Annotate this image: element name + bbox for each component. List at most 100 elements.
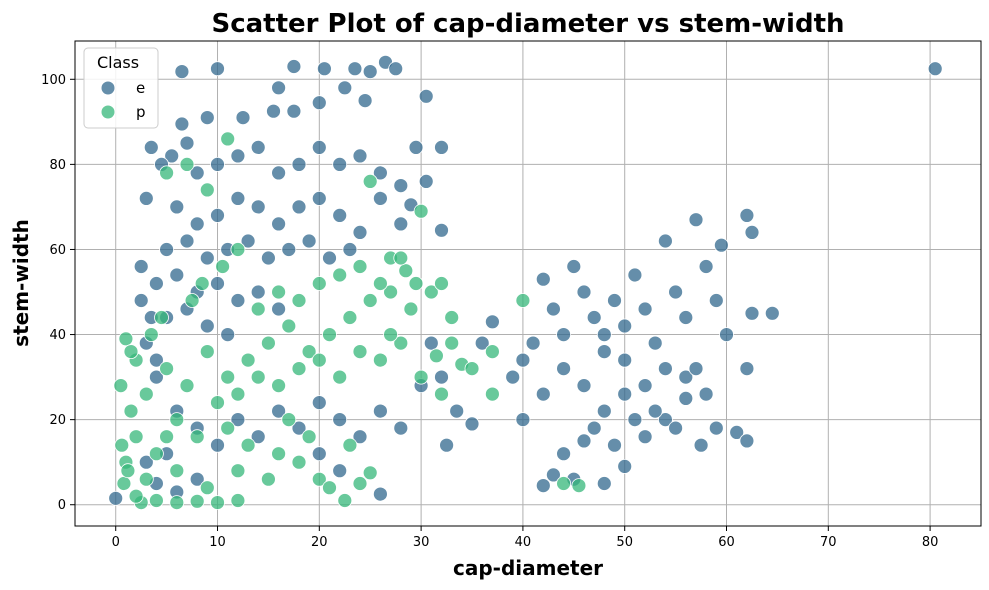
data-point-e [739,433,755,449]
data-point-e [179,135,195,151]
y-axis-label: stem-width [9,219,33,347]
data-point-e [271,301,287,317]
data-point-e [311,395,327,411]
data-point-e [199,318,215,334]
data-point-e [250,429,266,445]
data-point-p [322,327,337,343]
data-point-p [413,369,429,385]
data-point-e [449,403,465,419]
data-point-e [250,199,266,215]
data-point-e [739,207,755,223]
data-point-p [199,344,215,360]
data-point-e [678,390,694,406]
data-point-p [189,493,205,509]
data-point-p [118,331,134,347]
data-point-p [128,429,144,445]
data-point-p [123,344,139,360]
data-point-e [108,490,124,506]
data-point-e [230,412,246,428]
data-point-e [546,301,561,317]
data-point-p [114,437,130,453]
data-point-e [271,165,287,181]
data-point-e [311,95,327,111]
data-point-e [199,110,215,125]
data-point-e [719,327,734,343]
data-point-e [210,61,225,77]
data-point-e [637,301,653,317]
data-point-e [174,64,190,79]
data-point-e [678,369,694,385]
data-point-p [199,480,215,496]
data-point-e [688,361,704,377]
data-point-p [179,378,195,394]
data-point-e [693,437,709,453]
data-point-e [596,344,612,360]
data-point-e [372,165,388,181]
y-tick-label: 40 [49,328,66,343]
data-point-e [189,165,205,181]
data-point-p [281,412,297,428]
data-point-e [174,116,190,132]
data-point-p [128,488,144,504]
data-point-e [668,284,683,300]
axis-ticks: 0 10 20 30 40 50 60 70 80 0 20 40 60 80 100 [41,73,938,550]
data-point-e [230,293,246,308]
data-point-e [647,403,663,419]
data-point-e [337,80,353,96]
y-tick-label: 0 [58,498,66,513]
data-point-e [352,148,368,164]
legend-label-p: p [136,103,146,121]
series-p [113,131,587,511]
data-point-e [159,242,175,257]
data-point-p [332,369,348,385]
data-point-p [210,395,225,411]
data-point-e [637,378,653,394]
y-tick-label: 80 [49,158,66,173]
data-point-e [148,369,164,385]
data-point-p [571,478,587,494]
data-point-e [286,59,302,74]
data-point-e [230,148,246,164]
x-tick-label: 40 [515,535,532,550]
data-point-p [362,173,378,189]
data-point-e [240,233,256,249]
data-point-p [393,335,409,351]
data-point-e [698,259,714,274]
data-point-e [525,335,541,351]
data-point-p [444,310,460,325]
data-point-e [316,61,332,77]
data-point-e [352,429,368,445]
data-point-p [210,495,225,511]
data-point-e [388,61,404,77]
data-point-e [199,250,215,266]
x-tick-label: 70 [820,535,837,550]
data-point-e [556,361,571,377]
data-point-p [556,476,571,491]
data-point-e [393,216,409,232]
data-point-p [230,493,246,508]
plot-area-frame [74,40,982,527]
data-point-e [434,139,449,155]
data-point-e [627,267,643,283]
data-point-p [220,131,236,147]
data-point-p [352,476,368,491]
data-point-e [617,352,633,368]
data-point-p [322,480,337,496]
data-point-p [301,429,317,445]
data-point-e [596,327,612,343]
data-point-p [220,420,236,436]
data-point-e [546,467,561,483]
data-point-p [464,361,480,377]
x-tick-label: 80 [922,535,939,550]
data-points [108,54,943,511]
data-point-p [372,352,388,368]
x-tick-label: 60 [718,535,735,550]
data-point-e [744,224,760,240]
data-point-e [372,190,388,206]
data-point-p [113,378,129,394]
data-point-e [286,103,302,119]
data-point-e [668,420,683,436]
data-point-e [332,463,348,479]
data-point-p [215,259,231,274]
